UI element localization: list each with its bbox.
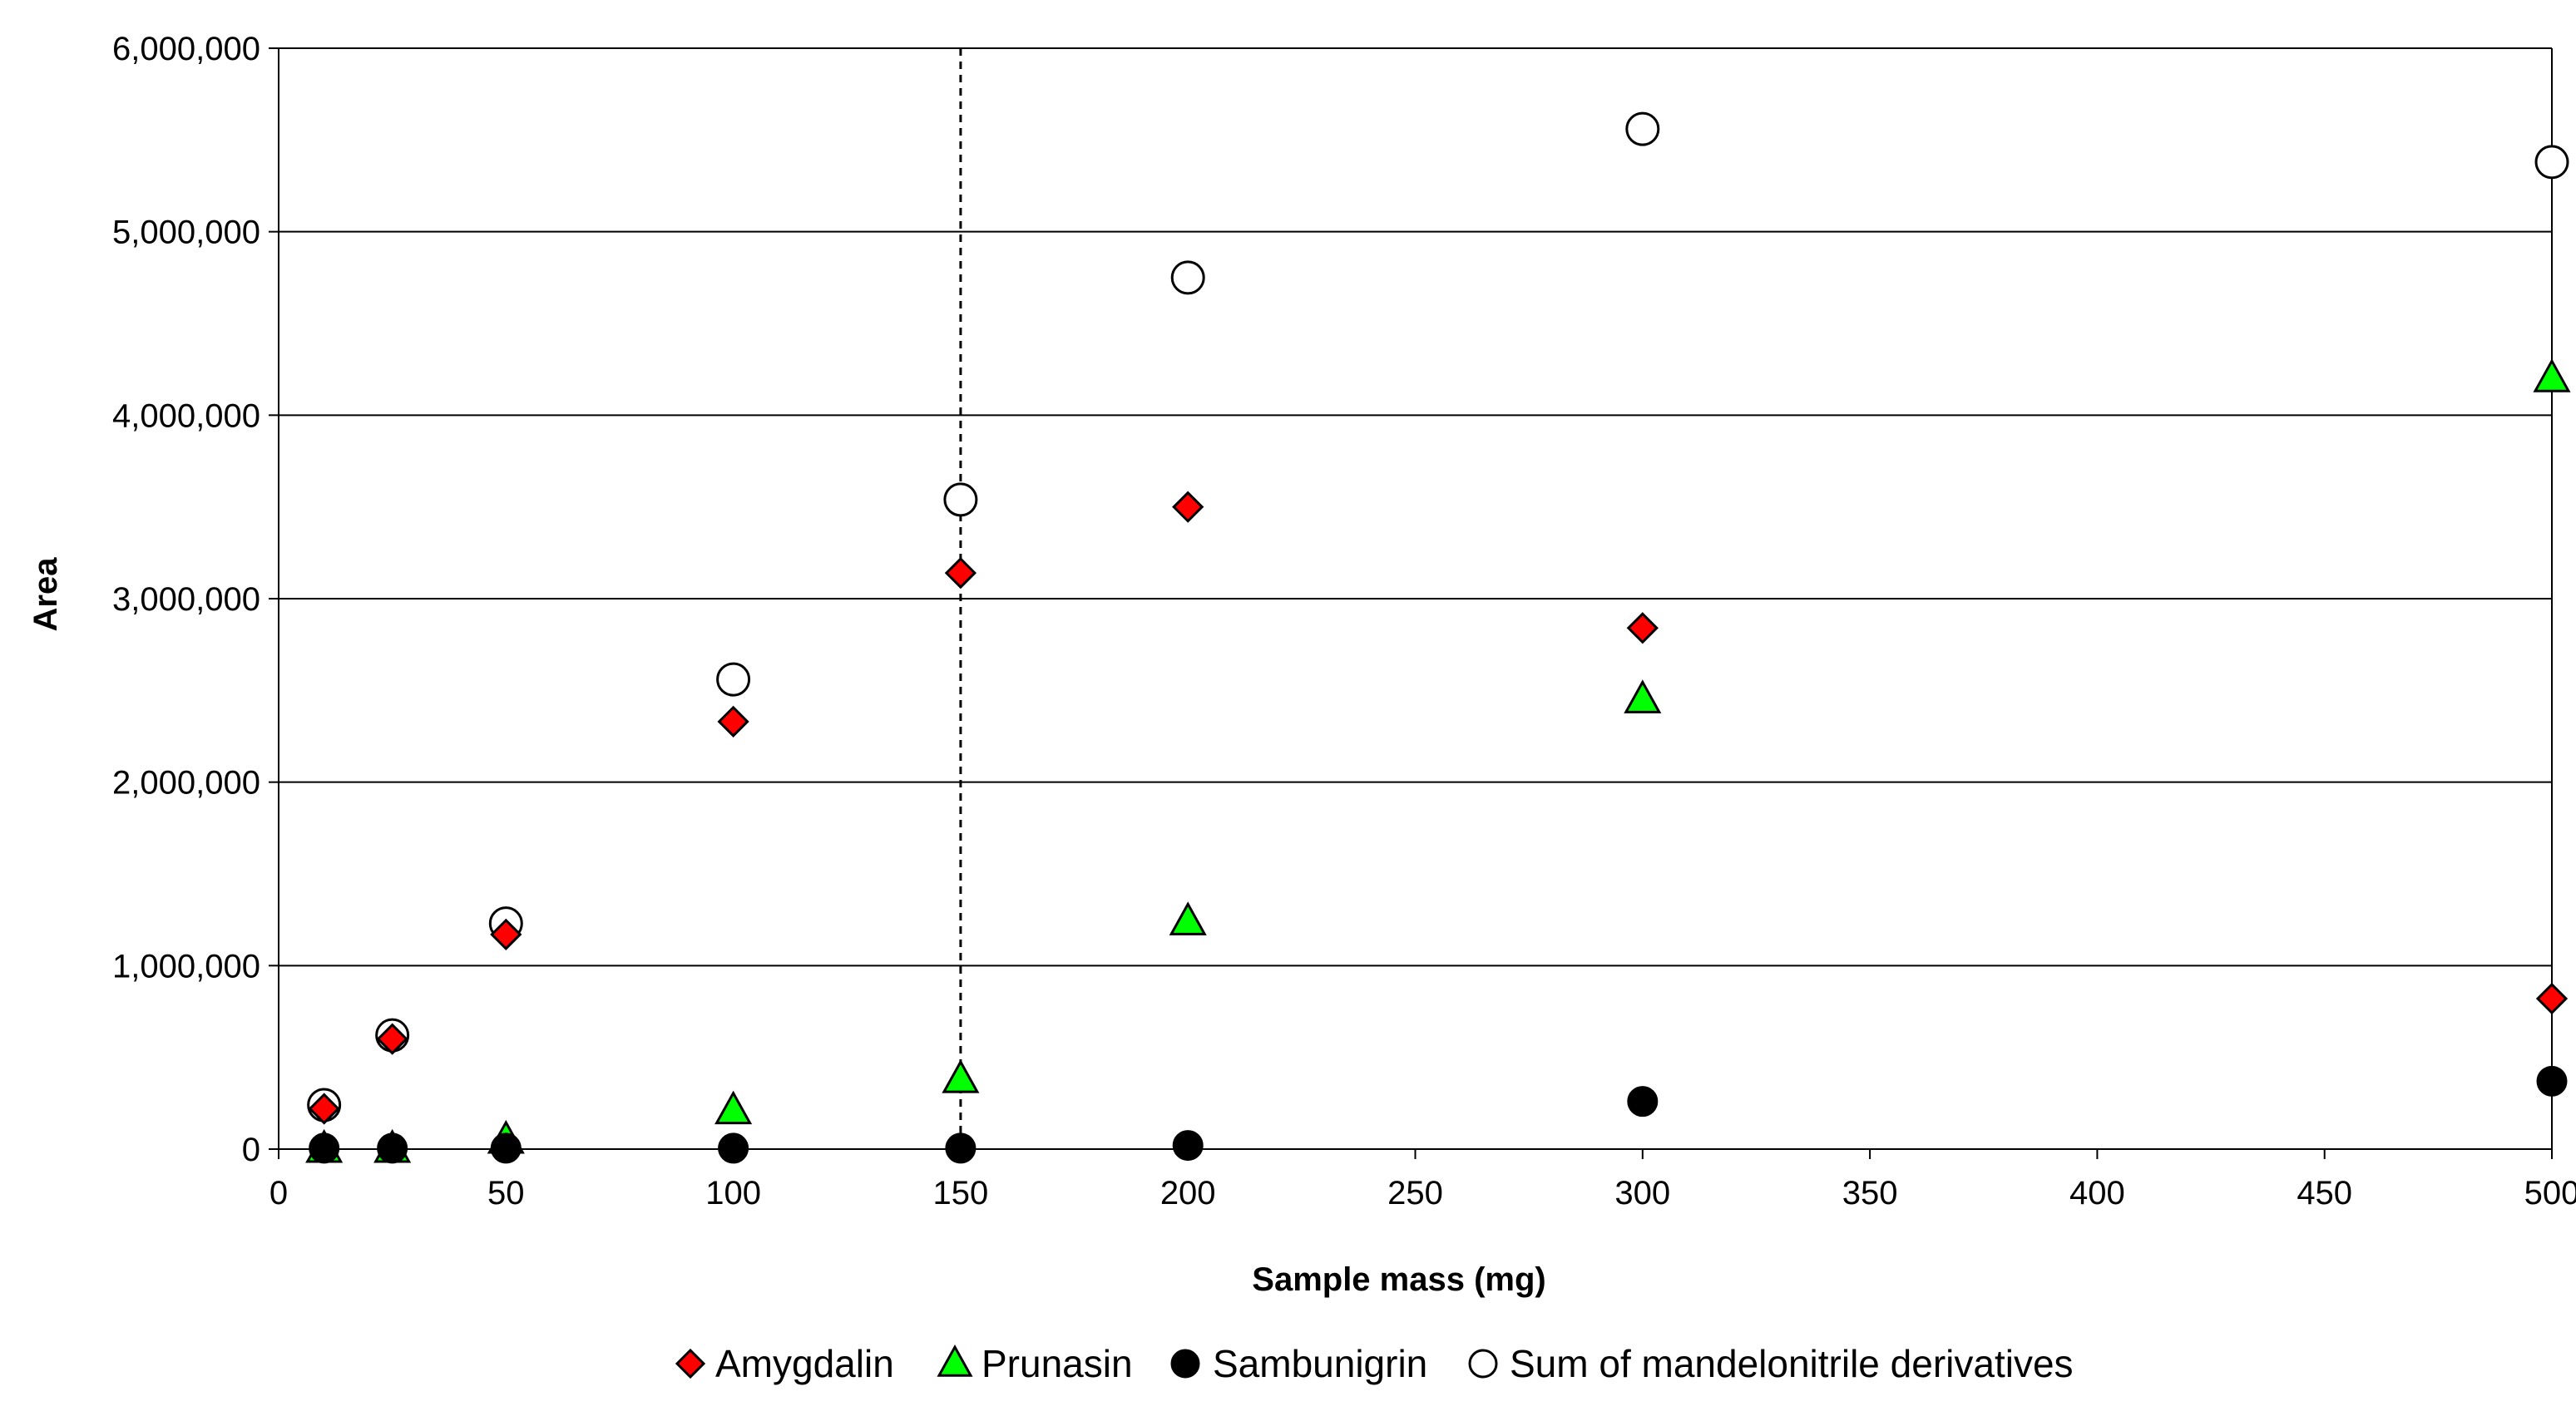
legend-label-prunasin: Prunasin — [981, 1342, 1133, 1385]
x-tick-label: 100 — [705, 1175, 761, 1211]
x-tick-label: 50 — [487, 1175, 525, 1211]
data-points — [305, 111, 2571, 1164]
tick-labels: 0 1,000,000 2,000,000 3,000,000 4,000,000 5,0… — [112, 31, 2576, 1211]
prunasin-point — [1169, 901, 1207, 935]
y-tick-label: 1,000,000 — [112, 948, 260, 984]
legend-marker-sambunigrin — [1170, 1349, 1200, 1379]
sambunigrin-point — [309, 1132, 340, 1164]
amygdalin-point — [1172, 491, 1204, 523]
prunasin-point — [1624, 679, 1662, 713]
x-tick-label: 500 — [2524, 1175, 2576, 1211]
legend-label-sum-of-mandelonitrile-derivatives: Sum of mandelonitrile derivatives — [1510, 1342, 2074, 1385]
legend-marker-sum-of-mandelonitrile-derivatives — [1468, 1349, 1498, 1379]
sum-of-mandelonitrile-derivatives-point — [1625, 111, 1660, 146]
x-tick-label: 0 — [269, 1175, 288, 1211]
x-tick-label: 300 — [1614, 1175, 1670, 1211]
sum-of-mandelonitrile-derivatives-point — [716, 662, 751, 697]
prunasin-point — [942, 1059, 980, 1093]
prunasin-point — [2533, 358, 2571, 392]
y-tick-label: 4,000,000 — [112, 397, 260, 434]
legend: Amygdalin Prunasin Sambunigrin Sum of mande… — [675, 1342, 2074, 1385]
amygdalin-point — [717, 705, 749, 738]
axes — [269, 47, 2553, 1159]
amygdalin-point — [944, 556, 977, 590]
legend-label-amygdalin: Amygdalin — [715, 1342, 894, 1385]
legend-marker-prunasin — [937, 1344, 973, 1377]
sambunigrin-point — [945, 1132, 977, 1164]
x-tick-label: 450 — [2297, 1175, 2352, 1211]
amygdalin-point — [490, 918, 522, 950]
amygdalin-point — [376, 1023, 408, 1055]
x-tick-label: 400 — [2069, 1175, 2125, 1211]
sambunigrin-point — [718, 1132, 749, 1164]
x-tick-label: 250 — [1387, 1175, 1443, 1211]
amygdalin-point — [308, 1093, 340, 1125]
prunasin-point — [714, 1090, 753, 1125]
amygdalin-point — [2535, 982, 2569, 1015]
grid-lines — [279, 47, 2552, 967]
sambunigrin-point — [2536, 1065, 2568, 1097]
amygdalin-point — [1626, 612, 1659, 644]
legend-label-sambunigrin: Sambunigrin — [1213, 1342, 1427, 1385]
sambunigrin-point — [377, 1132, 408, 1164]
y-tick-label: 5,000,000 — [112, 215, 260, 251]
y-axis-title: Area — [27, 557, 64, 632]
x-axis-title: Sample mass (mg) — [1252, 1261, 1545, 1298]
legend-marker-amygdalin — [675, 1348, 706, 1379]
sambunigrin-point — [490, 1132, 522, 1164]
y-tick-label: 3,000,000 — [112, 581, 260, 618]
x-tick-label: 150 — [933, 1175, 989, 1211]
sambunigrin-point — [1172, 1130, 1204, 1162]
sum-of-mandelonitrile-derivatives-point — [1170, 260, 1205, 295]
x-tick-label: 200 — [1160, 1175, 1216, 1211]
y-tick-label: 6,000,000 — [112, 31, 260, 67]
sum-of-mandelonitrile-derivatives-point — [2534, 145, 2569, 180]
x-tick-label: 350 — [1842, 1175, 1898, 1211]
sambunigrin-point — [1627, 1086, 1659, 1118]
y-tick-label: 2,000,000 — [112, 765, 260, 802]
sum-of-mandelonitrile-derivatives-point — [943, 482, 978, 517]
y-tick-label: 0 — [242, 1132, 260, 1168]
